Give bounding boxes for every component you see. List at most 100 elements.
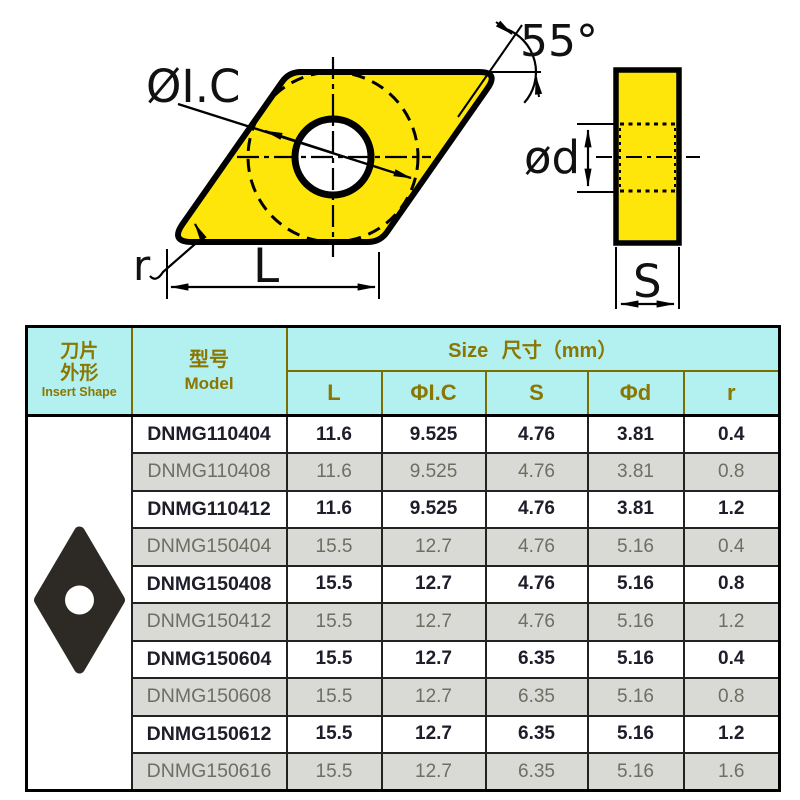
table-row: DNMG150608 15.5 12.7 6.35 5.16 0.8 (27, 677, 781, 717)
model-cell: DNMG150608 (130, 677, 288, 717)
angle-label: 55° (520, 16, 598, 67)
model-cell: DNMG150404 (130, 527, 288, 567)
value-cell: 4.76 (484, 414, 589, 454)
model-cell: DNMG150616 (130, 752, 288, 792)
value-cell: 12.7 (380, 639, 487, 679)
value-cell: 15.5 (285, 639, 383, 679)
insert-side-view: ød S (524, 67, 700, 309)
value-cell: 9.525 (380, 452, 487, 492)
value-cell: 15.5 (285, 752, 383, 792)
angle-annotation (450, 20, 543, 118)
table-row: DNMG150604 15.5 12.7 6.35 5.16 0.4 (27, 639, 781, 679)
model-cell: DNMG150408 (130, 564, 288, 604)
value-cell: 4.76 (484, 452, 589, 492)
value-cell: 5.16 (586, 752, 685, 792)
value-cell: 5.16 (586, 639, 685, 679)
value-cell: 6.35 (484, 752, 589, 792)
value-cell: 0.8 (682, 677, 781, 717)
value-cell: 0.4 (682, 639, 781, 679)
value-cell: 1.6 (682, 752, 781, 792)
spec-table: 刀片 外形 Insert Shape 型号 Model Size 尺寸（mm） … (25, 325, 782, 792)
col-header-L: L (285, 369, 383, 417)
value-cell: 6.35 (484, 677, 589, 717)
value-cell: 3.81 (586, 414, 685, 454)
hole-hidden-lines (620, 122, 675, 193)
table-row: DNMG150412 15.5 12.7 4.76 5.16 1.2 (27, 602, 781, 642)
shape-header-zh1: 刀片 (60, 341, 99, 363)
col-header-S: S (484, 369, 589, 417)
value-cell: 11.6 (285, 489, 383, 529)
value-cell: 6.35 (484, 714, 589, 754)
length-label: L (253, 239, 279, 294)
value-cell: 15.5 (285, 527, 383, 567)
hole-diameter-dimension (577, 123, 614, 193)
model-header-zh: 型号 (189, 348, 229, 371)
table-row: DNMG150612 15.5 12.7 6.35 5.16 1.2 (27, 714, 781, 754)
value-cell: 12.7 (380, 714, 487, 754)
col-header-r: r (682, 369, 781, 417)
value-cell: 12.7 (380, 677, 487, 717)
size-header-cell: Size 尺寸（mm） (285, 325, 781, 372)
value-cell: 1.2 (682, 714, 781, 754)
value-cell: 6.35 (484, 639, 589, 679)
value-cell: 3.81 (586, 452, 685, 492)
value-cell: 4.76 (484, 564, 589, 604)
value-cell: 4.76 (484, 527, 589, 567)
value-cell: 5.16 (586, 564, 685, 604)
value-cell: 0.4 (682, 527, 781, 567)
col-header-IC: ΦI.C (380, 369, 487, 417)
insert-shape-cell (25, 414, 133, 792)
shape-header-zh2: 外形 (60, 363, 99, 385)
insert-front-view: ØI.C 55° r L (133, 16, 598, 299)
value-cell: 12.7 (380, 602, 487, 642)
corner-radius-label: r (133, 241, 151, 290)
value-cell: 0.8 (682, 452, 781, 492)
value-cell: 5.16 (586, 714, 685, 754)
ic-diameter-dimension (177, 102, 413, 180)
value-cell: 5.16 (586, 677, 685, 717)
value-cell: 4.76 (484, 489, 589, 529)
value-cell: 15.5 (285, 602, 383, 642)
value-cell: 3.81 (586, 489, 685, 529)
value-cell: 0.4 (682, 414, 781, 454)
value-cell: 1.2 (682, 602, 781, 642)
model-cell: DNMG150612 (130, 714, 288, 754)
value-cell: 12.7 (380, 527, 487, 567)
table-row: DNMG110412 11.6 9.525 4.76 3.81 1.2 (27, 489, 781, 529)
value-cell: 9.525 (380, 489, 487, 529)
angle-arc (505, 27, 538, 104)
value-cell: 0.8 (682, 564, 781, 604)
insert-shape-icon (33, 526, 125, 674)
value-cell: 4.76 (484, 602, 589, 642)
value-cell: 12.7 (380, 752, 487, 792)
value-cell: 9.525 (380, 414, 487, 454)
thickness-label: S (633, 255, 662, 308)
model-header-cell: 型号 Model (130, 325, 288, 417)
crosshair-centerlines (237, 57, 431, 257)
model-cell: DNMG150604 (130, 639, 288, 679)
model-cell: DNMG110404 (130, 414, 288, 454)
model-header-en: Model (184, 373, 234, 393)
table-row: DNMG150404 15.5 12.7 4.76 5.16 0.4 (27, 527, 781, 567)
table-row: DNMG150616 15.5 12.7 6.35 5.16 1.6 (27, 752, 781, 792)
value-cell: 15.5 (285, 677, 383, 717)
value-cell: 15.5 (285, 714, 383, 754)
thickness-dimension (615, 247, 680, 309)
model-cell: DNMG110408 (130, 452, 288, 492)
length-dimension (166, 249, 380, 299)
value-cell: 1.2 (682, 489, 781, 529)
ic-label: ØI.C (146, 60, 240, 113)
table-row: DNMG110408 11.6 9.525 4.76 3.81 0.8 (27, 452, 781, 492)
value-cell: 5.16 (586, 602, 685, 642)
shape-header-en: Insert Shape (41, 385, 117, 400)
col-header-d: Φd (586, 369, 685, 417)
value-cell: 15.5 (285, 564, 383, 604)
model-cell: DNMG150412 (130, 602, 288, 642)
hole-diameter-label: ød (524, 131, 580, 184)
corner-radius-leader (149, 223, 207, 280)
value-cell: 11.6 (285, 452, 383, 492)
value-cell: 11.6 (285, 414, 383, 454)
table-row: DNMG150408 15.5 12.7 4.76 5.16 0.8 (27, 564, 781, 604)
value-cell: 12.7 (380, 564, 487, 604)
